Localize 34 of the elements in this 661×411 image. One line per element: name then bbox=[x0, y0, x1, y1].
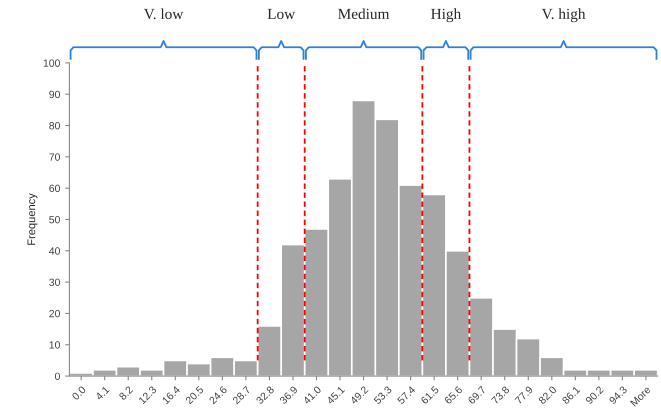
text: Medium bbox=[338, 8, 390, 20]
y-axis-title: Frequency bbox=[27, 193, 38, 245]
text: High bbox=[431, 8, 461, 22]
y-tick-label: 80 bbox=[49, 122, 60, 130]
x-tick-label: 77.9 bbox=[514, 386, 534, 404]
y-tick-label: 60 bbox=[49, 184, 60, 192]
x-tick-label: 73.8 bbox=[490, 386, 510, 404]
y-tick-label: 100 bbox=[44, 59, 60, 67]
x-tick-label: 36.9 bbox=[279, 386, 298, 405]
y-tick-label: 0 bbox=[54, 372, 60, 380]
text: V. low bbox=[144, 8, 184, 20]
x-tick-label: 53.3 bbox=[373, 386, 392, 405]
x-tick-label: 8.2 bbox=[118, 386, 134, 400]
text: Low bbox=[268, 8, 296, 20]
x-tick-label: 86.1 bbox=[562, 386, 580, 405]
y-tick-label: 20 bbox=[49, 310, 60, 318]
x-tick-label: 41.0 bbox=[302, 386, 322, 405]
y-tick-label: 40 bbox=[49, 247, 60, 255]
y-tick-label: 50 bbox=[49, 216, 60, 224]
x-tick-label: 90.2 bbox=[585, 386, 604, 404]
x-tick-label: 4.1 bbox=[94, 386, 110, 400]
x-tick-label: 82.0 bbox=[538, 386, 557, 405]
x-tick-label: 94.3 bbox=[608, 386, 628, 404]
x-tick-label: 61.5 bbox=[420, 386, 440, 404]
y-tick-label: 70 bbox=[49, 153, 60, 161]
x-tick-label: 0.0 bbox=[71, 386, 86, 400]
x-tick-label: 32.8 bbox=[256, 386, 275, 405]
text: V. high bbox=[542, 8, 586, 22]
y-tick-label: 30 bbox=[49, 278, 60, 286]
x-tick-label: 49.2 bbox=[350, 386, 369, 405]
y-tick-label: 90 bbox=[49, 90, 60, 98]
x-tick-label: 65.6 bbox=[444, 386, 463, 404]
x-tick-label: 45.1 bbox=[326, 386, 346, 405]
y-tick-label: 10 bbox=[50, 341, 60, 349]
